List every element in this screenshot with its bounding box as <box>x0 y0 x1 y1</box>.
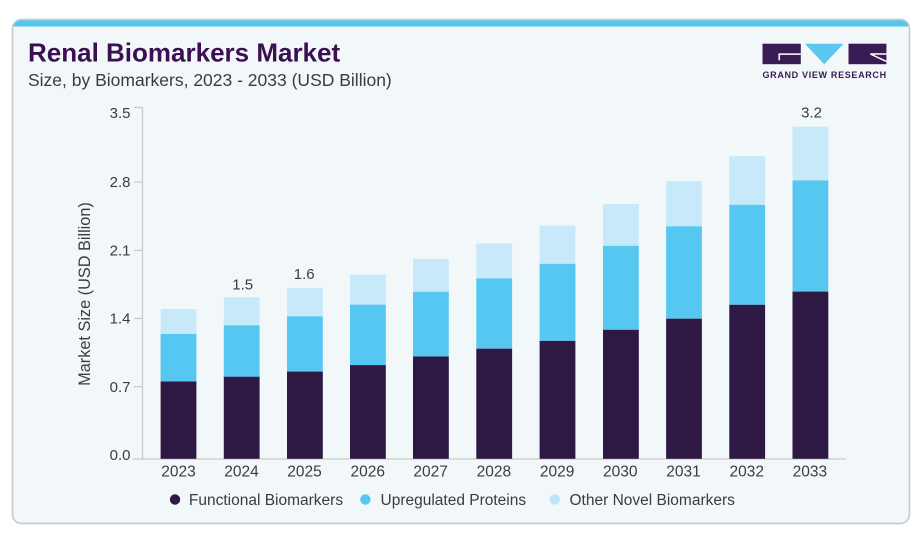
svg-text:0.7: 0.7 <box>110 379 131 396</box>
svg-text:Other Novel Biomarkers: Other Novel Biomarkers <box>570 492 736 509</box>
svg-text:3.2: 3.2 <box>801 105 822 122</box>
svg-text:GRAND VIEW RESEARCH: GRAND VIEW RESEARCH <box>763 70 887 80</box>
svg-text:2026: 2026 <box>350 463 384 480</box>
svg-text:3.5: 3.5 <box>110 105 131 122</box>
svg-text:Market Size (USD Billion): Market Size (USD Billion) <box>76 202 94 386</box>
svg-text:Upregulated Proteins: Upregulated Proteins <box>381 492 527 509</box>
svg-text:0.0: 0.0 <box>110 447 131 464</box>
svg-text:Size, by Biomarkers, 2023 - 20: Size, by Biomarkers, 2023 - 2033 (USD Bi… <box>28 70 392 90</box>
svg-text:Renal Biomarkers Market: Renal Biomarkers Market <box>28 38 340 68</box>
svg-text:2028: 2028 <box>477 463 511 480</box>
svg-text:2.8: 2.8 <box>110 174 131 191</box>
svg-text:2025: 2025 <box>287 463 321 480</box>
svg-text:1.4: 1.4 <box>110 311 131 328</box>
svg-text:2033: 2033 <box>793 463 827 480</box>
svg-text:2032: 2032 <box>729 463 763 480</box>
svg-text:Functional Biomarkers: Functional Biomarkers <box>189 492 343 509</box>
svg-text:2.1: 2.1 <box>110 243 131 260</box>
svg-text:2029: 2029 <box>540 463 574 480</box>
svg-text:2024: 2024 <box>224 463 259 480</box>
svg-text:1.5: 1.5 <box>232 277 253 294</box>
svg-text:1.6: 1.6 <box>294 266 315 283</box>
svg-text:2027: 2027 <box>413 463 447 480</box>
svg-text:2031: 2031 <box>666 463 700 480</box>
svg-text:2023: 2023 <box>161 463 195 480</box>
svg-text:2030: 2030 <box>603 463 638 480</box>
